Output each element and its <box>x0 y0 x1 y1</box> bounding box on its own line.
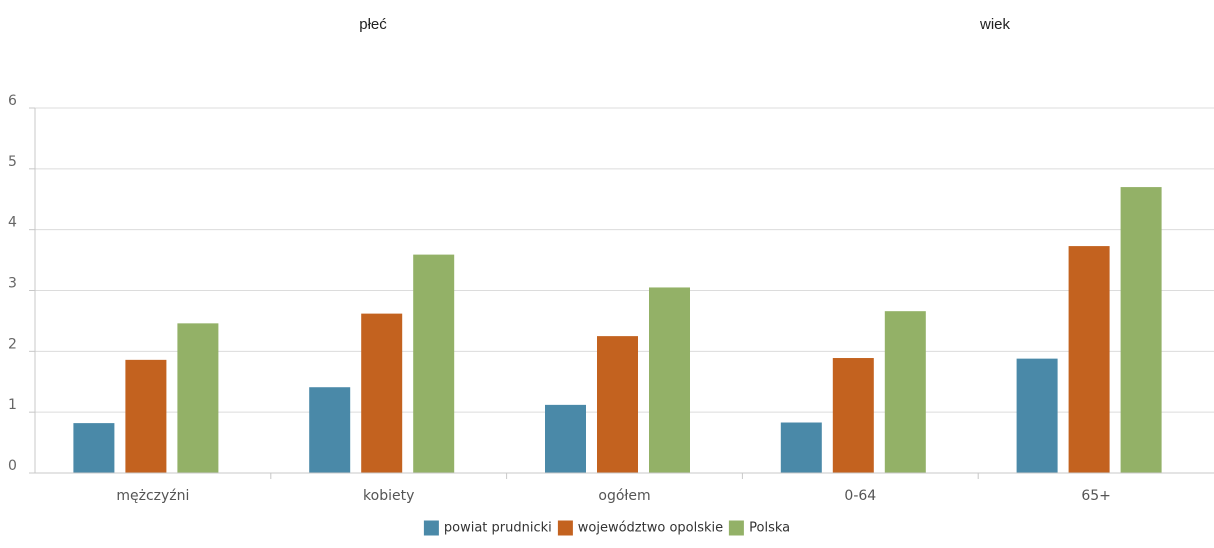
bar-powiat-4[interactable] <box>1016 358 1058 473</box>
legend-item-wojewodztwo[interactable]: województwo opolskie <box>557 520 724 536</box>
bar-polska-2[interactable] <box>649 287 690 473</box>
x-category-label: kobiety <box>363 488 414 504</box>
y-tick-label: 5 <box>8 154 17 170</box>
y-tick-label: 3 <box>8 276 17 292</box>
bar-wojewodztwo-3[interactable] <box>832 358 874 473</box>
y-tick-label: 4 <box>8 215 17 231</box>
y-tick-label: 6 <box>8 93 17 109</box>
legend-swatch-wojewodztwo <box>557 520 573 536</box>
bar-wojewodztwo-2[interactable] <box>597 336 638 473</box>
y-tick-label: 2 <box>8 336 17 352</box>
x-category-label: mężczyźni <box>116 488 189 504</box>
legend-item-polska[interactable]: Polska <box>729 520 791 536</box>
legend: powiat prudnicki województwo opolskie Po… <box>421 520 793 536</box>
bars <box>73 187 1162 474</box>
axes: 0 1 2 3 4 5 6 mężczyźni kobiety ogółem 0-64 65+ <box>8 93 1214 504</box>
bar-polska-4[interactable] <box>1120 187 1162 474</box>
y-tick-label: 1 <box>8 397 17 413</box>
bar-powiat-0[interactable] <box>73 423 115 473</box>
x-category-label: ogółem <box>598 488 650 504</box>
bar-polska-1[interactable] <box>413 254 455 473</box>
group-header-plec: płeć <box>359 16 387 33</box>
bar-wojewodztwo-4[interactable] <box>1068 246 1110 473</box>
bar-powiat-2[interactable] <box>545 404 586 473</box>
bar-powiat-3[interactable] <box>780 422 822 473</box>
group-header-wiek: wiek <box>979 16 1011 33</box>
y-tick-label: 0 <box>8 458 17 474</box>
legend-label-powiat: powiat prudnicki <box>443 520 552 536</box>
legend-item-powiat[interactable]: powiat prudnicki <box>423 520 552 536</box>
x-category-label: 65+ <box>1081 488 1111 504</box>
legend-swatch-polska <box>729 520 745 536</box>
bar-wojewodztwo-1[interactable] <box>361 313 403 473</box>
legend-label-wojewodztwo: województwo opolskie <box>577 520 724 536</box>
legend-label-polska: Polska <box>749 520 791 536</box>
bar-polska-3[interactable] <box>884 311 926 473</box>
x-category-label: 0-64 <box>844 488 876 504</box>
legend-swatch-powiat <box>423 520 439 536</box>
bar-wojewodztwo-0[interactable] <box>125 359 167 473</box>
bar-powiat-1[interactable] <box>309 387 351 473</box>
bar-polska-0[interactable] <box>177 323 219 473</box>
